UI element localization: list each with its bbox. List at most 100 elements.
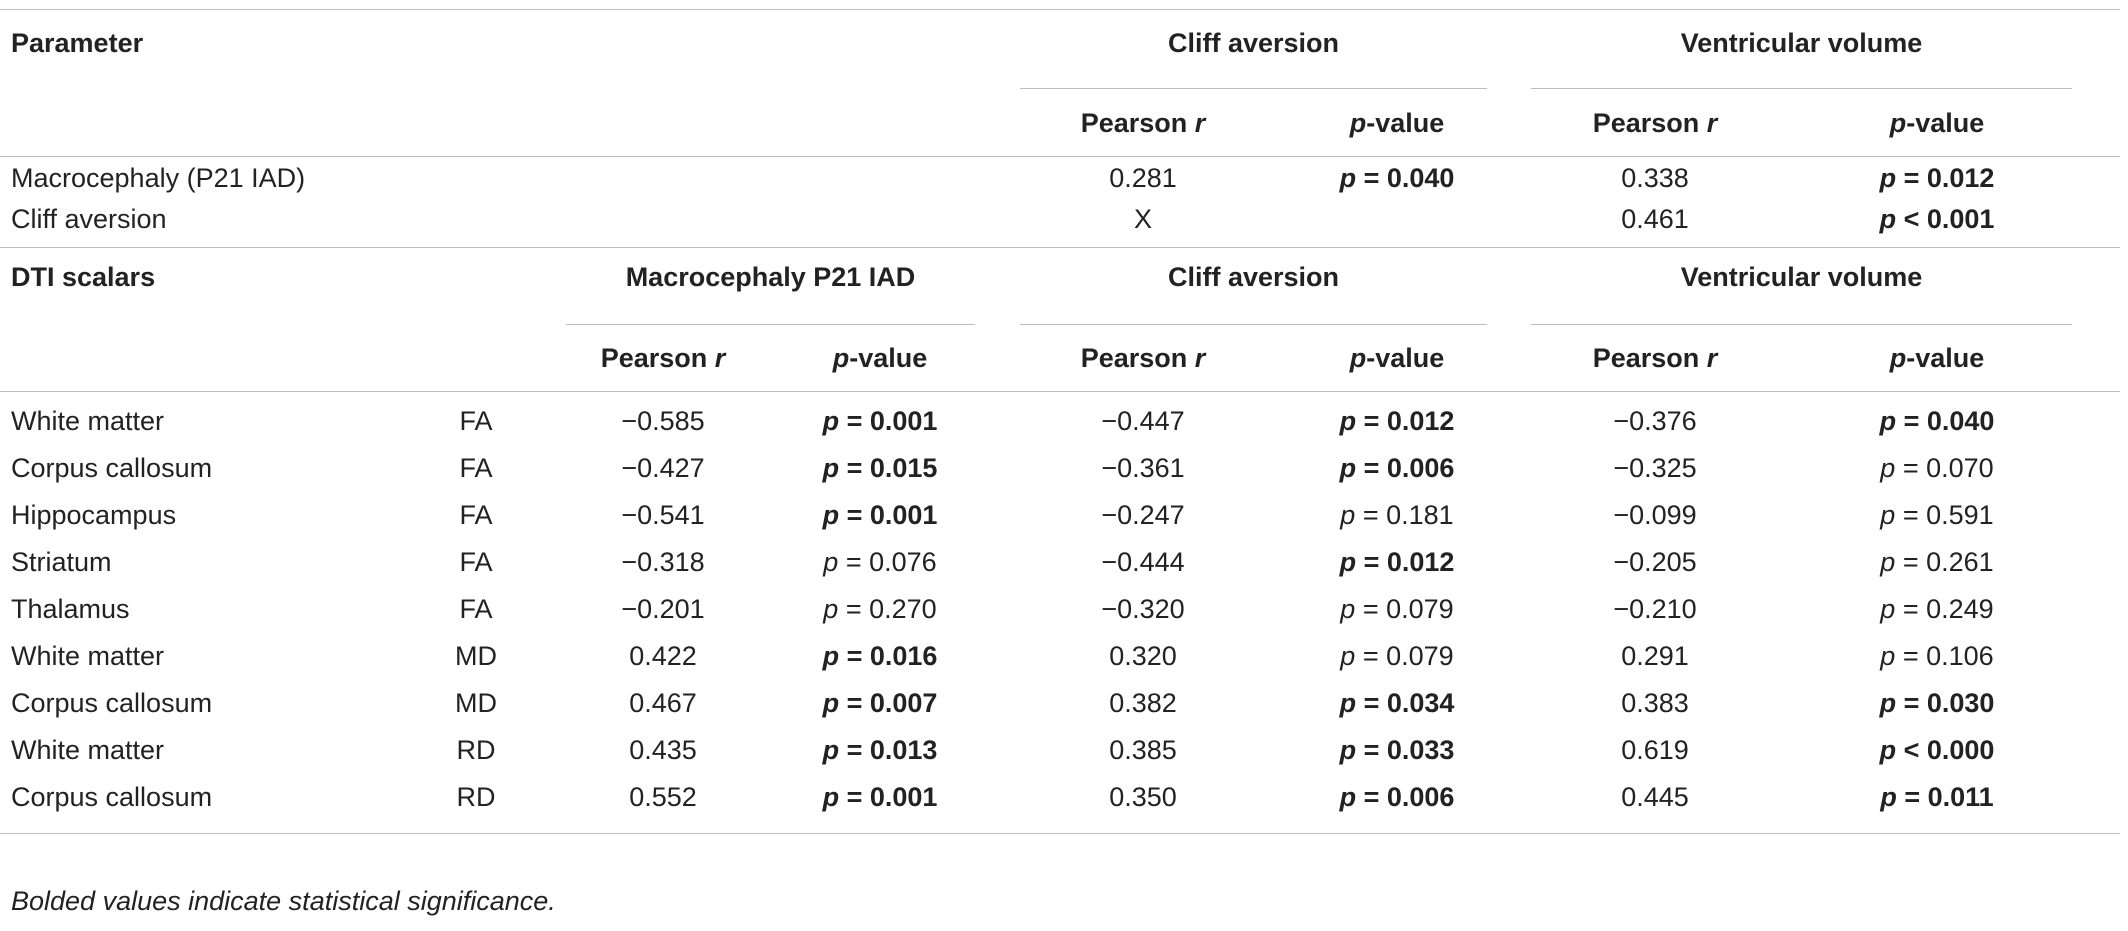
ventricular-volume-r: 0.445 <box>1621 782 1689 812</box>
pearson-r-header: Pearson r <box>1593 90 1718 156</box>
section2-rule <box>0 391 2120 392</box>
cliff-aversion-p: p = 0.040 <box>1340 157 1455 200</box>
p-value-label: -value <box>849 343 928 373</box>
ventricular-volume-p: p = 0.106 <box>1880 633 1993 680</box>
p-symbol: p <box>823 547 839 577</box>
p-number: = 0.012 <box>1903 163 1995 193</box>
section1-rule <box>0 156 2120 157</box>
cliff-aversion-r: 0.382 <box>1109 688 1177 718</box>
cliff-aversion-p: p = 0.012 <box>1340 398 1455 445</box>
macrocephaly-p: p = 0.076 <box>823 539 936 586</box>
pearson-r-header: Pearson r <box>1081 90 1206 156</box>
spacer <box>0 821 2120 834</box>
p-symbol: p <box>1339 547 1357 577</box>
p-number: = 0.079 <box>1362 641 1454 671</box>
macrocephaly-r: −0.585 <box>621 406 705 436</box>
ventricular-volume-r: −0.205 <box>1613 547 1697 577</box>
parameter-row: Macrocephaly (P21 IAD) 0.281 p = 0.040 0.33… <box>0 157 2120 200</box>
pearson-label: Pearson <box>1080 108 1188 138</box>
p-number: < 0.000 <box>1903 735 1995 765</box>
macrocephaly-p: p = 0.015 <box>823 445 938 492</box>
ventricular-volume-p: p < 0.001 <box>1880 200 1995 239</box>
dti-row: White matter FA −0.585 p = 0.001 −0.447 p = 0… <box>0 398 2120 445</box>
row-label: Cliff aversion <box>11 204 167 234</box>
p-symbol: p <box>1880 500 1896 530</box>
p-value-header: p-value <box>833 325 928 391</box>
group-header-cliff-aversion: Cliff aversion <box>1167 262 1340 292</box>
p-value-label: -value <box>1366 108 1445 138</box>
macrocephaly-p: p = 0.270 <box>823 586 936 633</box>
macrocephaly-p: p = 0.013 <box>823 727 938 774</box>
scalar-type: FA <box>459 547 493 577</box>
cliff-aversion-r: −0.447 <box>1101 406 1185 436</box>
group-rule <box>1020 88 1487 89</box>
p-symbol: p <box>1339 406 1357 436</box>
p-symbol: p <box>1340 594 1356 624</box>
section2-subheader: Pearson r p-value Pearson r p-value Pearson … <box>0 325 2120 392</box>
p-value-label: -value <box>1366 343 1445 373</box>
row-label: White matter <box>11 735 165 765</box>
p-symbol: p <box>1880 547 1896 577</box>
group-rule <box>1531 324 2072 325</box>
p-number: = 0.261 <box>1902 547 1994 577</box>
row-label: Macrocephaly (P21 IAD) <box>11 163 306 193</box>
correlation-table: Parameter Cliff aversion Ventricular volum… <box>0 9 2120 834</box>
ventricular-volume-p: p = 0.070 <box>1880 445 1993 492</box>
p-symbol: p <box>1879 688 1897 718</box>
r-symbol: r <box>1706 108 1718 138</box>
ventricular-volume-r: −0.210 <box>1613 594 1697 624</box>
group-rule <box>1020 324 1487 325</box>
p-symbol: p <box>1340 641 1356 671</box>
cliff-aversion-r: 0.281 <box>1109 163 1177 193</box>
p-symbol: p <box>832 343 850 373</box>
section-divider <box>0 247 2120 248</box>
scalar-type: FA <box>459 453 493 483</box>
row-label: Hippocampus <box>11 500 177 530</box>
p-number: = 0.070 <box>1902 453 1994 483</box>
ventricular-volume-p: p = 0.012 <box>1880 157 1995 200</box>
macrocephaly-r: −0.318 <box>621 547 705 577</box>
cliff-aversion-p: p = 0.079 <box>1340 633 1453 680</box>
group-header-cliff-aversion: Cliff aversion <box>1167 28 1340 58</box>
dti-row: Corpus callosum FA −0.427 p = 0.015 −0.361 p … <box>0 445 2120 492</box>
group-header-ventricular-volume: Ventricular volume <box>1680 262 1923 292</box>
cliff-aversion-p: p = 0.033 <box>1340 727 1455 774</box>
p-symbol: p <box>1340 500 1356 530</box>
p-number: = 0.001 <box>846 782 938 812</box>
ventricular-volume-r: 0.619 <box>1621 735 1689 765</box>
p-symbol: p <box>1339 163 1357 193</box>
ventricular-volume-r: 0.338 <box>1621 163 1689 193</box>
group-rule <box>1531 88 2072 89</box>
ventricular-volume-p: p = 0.591 <box>1880 492 1993 539</box>
p-symbol: p <box>1889 343 1907 373</box>
ventricular-volume-p: p = 0.261 <box>1880 539 1993 586</box>
section-title: DTI scalars <box>11 262 156 292</box>
p-symbol: p <box>1349 343 1367 373</box>
scalar-type: MD <box>455 688 497 718</box>
ventricular-volume-r: −0.099 <box>1613 500 1697 530</box>
p-number: = 0.030 <box>1903 688 1995 718</box>
ventricular-volume-p: p = 0.040 <box>1880 398 1995 445</box>
cliff-aversion-p: p = 0.181 <box>1340 492 1453 539</box>
macrocephaly-p: p = 0.007 <box>823 680 938 727</box>
cliff-aversion-r: −0.444 <box>1101 547 1185 577</box>
cliff-aversion-r: 0.350 <box>1109 782 1177 812</box>
p-symbol: p <box>1879 163 1897 193</box>
cliff-aversion-r: −0.320 <box>1101 594 1185 624</box>
row-label: White matter <box>11 641 165 671</box>
p-number: = 0.076 <box>845 547 937 577</box>
row-label: Corpus callosum <box>11 688 213 718</box>
row-label: White matter <box>11 406 165 436</box>
scalar-type: FA <box>459 406 493 436</box>
r-symbol: r <box>714 343 726 373</box>
p-symbol: p <box>822 453 840 483</box>
cliff-aversion-p: p = 0.034 <box>1340 680 1455 727</box>
section1-header: Parameter Cliff aversion Ventricular volum… <box>0 10 2120 91</box>
p-symbol: p <box>1339 453 1357 483</box>
p-number: = 0.040 <box>1363 163 1455 193</box>
dti-row: Corpus callosum RD 0.552 p = 0.001 0.350 p = … <box>0 774 2120 821</box>
pearson-label: Pearson <box>1592 108 1700 138</box>
spacer <box>0 239 2120 248</box>
p-symbol: p <box>822 688 840 718</box>
scalar-type: FA <box>459 500 493 530</box>
